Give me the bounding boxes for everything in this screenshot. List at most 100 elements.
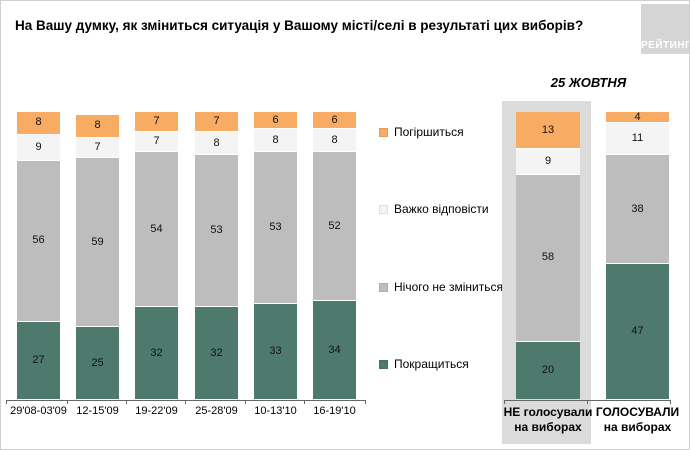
legend-item-hard-to-answer: Важко відповісти: [379, 202, 489, 216]
legend-item-no-change: Нічого не зміниться: [379, 280, 503, 294]
legend-label-no-change: Нічого не зміниться: [394, 280, 504, 294]
legend-item-worsen: Погіршиться: [379, 125, 464, 139]
stacked-bar: 8 9 56 27: [17, 112, 60, 399]
axis-tick: [6, 400, 7, 404]
segment-value-label: 47: [631, 325, 644, 338]
stacked-bar: 6 8 53 33: [254, 112, 297, 399]
category-label: 16-19'10: [313, 405, 356, 417]
axis-tick: [365, 400, 366, 404]
axis-tick: [670, 400, 671, 404]
segment-value-label: 6: [331, 113, 338, 126]
axis-tick: [587, 400, 588, 404]
bar-segment: 34: [313, 301, 356, 399]
segment-value-label: 54: [150, 222, 163, 235]
bar-segment: 7: [135, 112, 178, 133]
rating-logo: РЕЙТИНГ: [641, 4, 689, 54]
axis-tick: [304, 400, 305, 404]
stacked-bar: 7 7 54 32: [135, 112, 178, 399]
segment-value-label: 9: [544, 155, 552, 168]
bar-segment: 53: [254, 152, 297, 305]
bar-segment: 38: [606, 155, 669, 265]
category-label: 12-15'09: [76, 405, 119, 417]
category-label: 29'08-03'09: [10, 405, 67, 417]
bar-segment: 8: [254, 129, 297, 153]
legend-swatch-worsen: [379, 127, 388, 137]
bar-segment: 9: [17, 134, 60, 161]
bar-segment: 59: [76, 157, 119, 328]
segment-value-label: 8: [272, 133, 279, 146]
segment-value-label: 58: [541, 251, 555, 264]
page-title: На Вашу думку, як зміниться ситуація у В…: [15, 18, 584, 33]
category-label: ГОЛОСУВАЛИ на виборах: [595, 405, 680, 434]
segment-value-label: 34: [328, 343, 341, 356]
axis-tick: [67, 400, 68, 404]
bar-segment: 9: [516, 149, 580, 176]
segment-value-label: 32: [150, 346, 163, 359]
axis-tick: [126, 400, 127, 404]
segment-value-label: 33: [269, 345, 282, 358]
bar-segment: 27: [17, 321, 60, 399]
legend-swatch-hard-to-answer: [379, 204, 388, 214]
bar-segment: 7: [195, 112, 238, 133]
legend-swatch-improve: [379, 359, 388, 369]
segment-value-label: 8: [94, 119, 101, 132]
bar-segment: 8: [313, 129, 356, 153]
bar-segment: 8: [76, 114, 119, 138]
stacked-bar: 6 8 52 34: [313, 112, 356, 399]
rating-logo-label: РЕЙТИНГ: [641, 40, 690, 51]
axis-tick: [245, 400, 246, 404]
bar-segment: 47: [606, 264, 669, 399]
axis-tick: [185, 400, 186, 404]
legend-swatch-no-change: [379, 282, 388, 292]
segment-value-label: 53: [210, 224, 223, 237]
segment-value-label: 9: [35, 140, 42, 153]
main-x-axis: [6, 400, 366, 401]
legend-item-improve: Покращиться: [379, 357, 469, 371]
stacked-bar: 4 11 38 47: [606, 110, 669, 399]
bar-segment: 7: [76, 137, 119, 158]
segment-value-label: 8: [331, 133, 338, 146]
legend-label-hard-to-answer: Важко відповісти: [394, 202, 489, 216]
segment-value-label: 59: [91, 235, 104, 248]
bar-segment: 6: [313, 112, 356, 130]
segment-value-label: 4: [634, 110, 641, 123]
legend-label-improve: Покращиться: [394, 357, 469, 371]
bar-segment: 8: [195, 132, 238, 156]
bar-segment: 56: [17, 160, 60, 322]
bar-segment: 8: [17, 112, 60, 135]
stacked-bar: 8 7 59 25: [76, 114, 119, 399]
segment-value-label: 7: [213, 115, 220, 128]
right-chart-title: 25 ЖОВТНЯ: [550, 75, 627, 90]
bar-segment: 52: [313, 152, 356, 302]
bar-segment: 6: [254, 112, 297, 130]
bar-segment: 58: [516, 175, 580, 342]
bar-segment: 32: [195, 307, 238, 399]
bar-segment: 20: [516, 341, 580, 399]
segment-value-label: 6: [272, 113, 279, 126]
category-label: НЕ голосували на виборах: [503, 405, 593, 434]
segment-value-label: 27: [32, 353, 45, 366]
stacked-bar: 7 8 53 32: [195, 112, 238, 399]
legend-label-worsen: Погіршиться: [394, 125, 464, 139]
category-label: 19-22'09: [135, 405, 178, 417]
stacked-bar: 13 9 58 20: [516, 112, 580, 399]
segment-value-label: 52: [328, 219, 341, 232]
bar-segment: 25: [76, 327, 119, 399]
bar-segment: 7: [135, 132, 178, 153]
segment-value-label: 13: [541, 123, 555, 136]
bar-segment: 53: [195, 155, 238, 308]
segment-value-label: 20: [541, 363, 555, 376]
segment-value-label: 25: [91, 356, 104, 369]
bar-segment: 11: [606, 123, 669, 156]
segment-value-label: 38: [631, 202, 644, 215]
bar-segment: 33: [254, 304, 297, 399]
segment-value-label: 8: [35, 116, 42, 129]
segment-value-label: 7: [153, 115, 160, 128]
bar-segment: 4: [606, 110, 669, 124]
segment-value-label: 32: [210, 346, 223, 359]
segment-value-label: 53: [269, 221, 282, 234]
bar-segment: 54: [135, 152, 178, 308]
segment-value-label: 7: [153, 135, 160, 148]
bar-segment: 32: [135, 307, 178, 399]
